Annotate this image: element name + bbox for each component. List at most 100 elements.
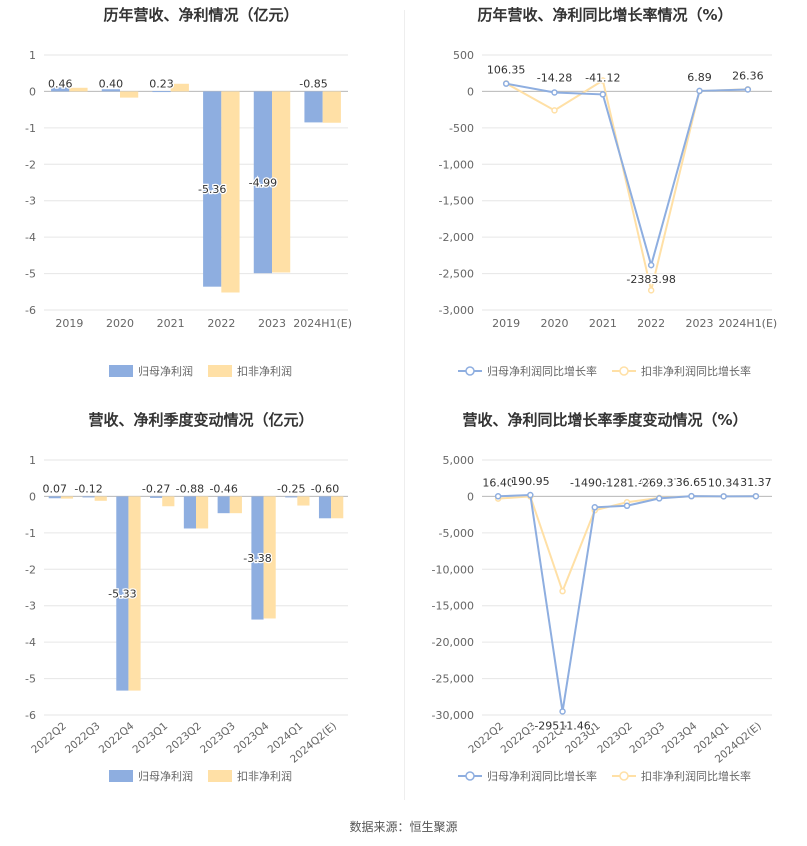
point-parent-growth [591, 504, 599, 511]
y-tick-label: -4 [25, 231, 36, 244]
y-tick-label: -1,000 [439, 158, 474, 171]
legend-label: 归母净利润 [138, 769, 193, 783]
data-label: 36.65 [676, 476, 708, 489]
legend-label: 扣非净利润 [237, 364, 292, 378]
x-tick-label: 2020 [106, 317, 134, 330]
y-tick-label: -3 [25, 600, 36, 613]
data-label: -0.85 [299, 77, 327, 90]
bar-parent-net-profit [150, 496, 163, 498]
y-tick-label: 0 [467, 490, 474, 503]
point-parent-growth [752, 492, 760, 500]
data-label: -1281.42 [602, 476, 651, 489]
bar-deducted-net-profit [272, 91, 291, 273]
y-tick-label: -2,500 [439, 268, 474, 281]
x-tick-label: 2023Q2 [164, 720, 204, 756]
chart-annual-growth-svg: 历年营收、净利同比增长率情况（%） 500 0 -500 -1,000 -1,500 -2,… [439, 6, 778, 378]
data-label: 0.40 [99, 77, 124, 90]
y-tick-label: -20,000 [432, 636, 474, 649]
x-tick-label: 2023Q4 [232, 720, 272, 756]
y-tick-label: 0 [29, 85, 36, 98]
x-tick-label: 2023 [258, 317, 286, 330]
x-tick-label: 2023 [686, 317, 714, 330]
point-parent-growth [599, 91, 607, 98]
y-tick-label: -2 [25, 563, 36, 576]
legend-swatch [208, 770, 232, 782]
legend-swatch [109, 365, 133, 377]
y-tick-label: -5 [25, 673, 36, 686]
y-tick-label: -4 [25, 636, 36, 649]
bar-deducted-net-profit [94, 496, 107, 501]
x-tick-label: 2023Q3 [198, 720, 238, 756]
bar-parent-net-profit [116, 496, 129, 691]
legend-label: 归母净利润 [138, 364, 193, 378]
legend-label: 扣非净利润同比增长率 [641, 364, 751, 378]
legend-marker [619, 771, 629, 781]
y-tick-label: 500 [453, 49, 474, 62]
chart-title: 营收、净利同比增长率季度变动情况（%） [462, 411, 747, 429]
bar-parent-net-profit [48, 496, 61, 499]
data-label: -2383.98 [626, 273, 675, 286]
y-tick-label: -15,000 [432, 600, 474, 613]
x-tick-label: 2022Q2 [466, 720, 506, 756]
y-tick-label: -25,000 [432, 673, 474, 686]
point-parent-growth [551, 89, 558, 96]
point-parent-growth [647, 261, 655, 269]
y-tick-label: -2,000 [439, 231, 474, 244]
y-tick-label: -1 [25, 122, 36, 135]
legend-label: 扣非净利润同比增长率 [641, 769, 751, 783]
bar-parent-net-profit [318, 496, 332, 519]
data-label: -5.36 [198, 183, 226, 196]
bar-deducted-net-profit [229, 496, 242, 514]
y-tick-label: -2 [25, 158, 36, 171]
data-label: 106.35 [487, 64, 526, 77]
bar-deducted-net-profit [297, 496, 310, 506]
chart-quarterly-profit: 营收、净利季度变动情况（亿元） 1 0 -1 -2 -3 -4 -5 -6 2022Q2 2022Q… [0, 405, 403, 805]
panel-divider [404, 10, 405, 800]
x-tick-label: 2023Q1 [131, 720, 171, 756]
x-tick-label: 2024H1(E) [293, 317, 352, 330]
y-tick-label: 0 [467, 85, 474, 98]
data-label: -14.28 [537, 71, 572, 84]
legend-marker [465, 366, 475, 376]
y-tick-label: -1 [25, 527, 36, 540]
x-tick-label: 2023Q2 [595, 720, 635, 756]
line-deducted-growth [505, 78, 748, 291]
point-parent-growth [559, 708, 566, 715]
bar-deducted-net-profit [263, 496, 276, 619]
x-tick-label: 2019 [55, 317, 83, 330]
legend-swatch [109, 770, 133, 782]
data-label: -5.33 [108, 588, 136, 601]
bar-deducted-net-profit [162, 496, 175, 507]
bar-parent-net-profit [152, 91, 171, 93]
x-tick-label: 2020 [541, 317, 569, 330]
data-label: 10.34 [708, 476, 740, 489]
data-label: 0.46 [48, 77, 73, 90]
point-parent-growth [720, 493, 727, 500]
point-parent-growth [494, 493, 502, 500]
bar-deducted-net-profit [322, 91, 341, 123]
bar-parent-net-profit [285, 496, 298, 498]
chart-annual-profit: 历年营收、净利情况（亿元） 1 0 -1 -2 -3 -4 -5 -6 2019 2020 2021 2… [0, 0, 403, 400]
y-tick-label: 0 [29, 490, 36, 503]
point-deducted-growth [647, 287, 655, 294]
x-tick-label: 2022Q4 [97, 720, 137, 756]
bar-deducted-net-profit [128, 496, 141, 691]
point-parent-growth [502, 80, 510, 87]
data-label: 16.40 [482, 476, 513, 489]
y-tick-label: -3 [25, 195, 36, 208]
y-tick-label: -6 [25, 304, 36, 317]
data-label: -0.27 [142, 482, 170, 495]
x-tick-label: 2019 [492, 317, 520, 330]
chart-annual-growth: 历年营收、净利同比增长率情况（%） 500 0 -500 -1,000 -1,500 -2,… [404, 0, 807, 400]
y-tick-label: -6 [25, 709, 36, 722]
legend-label: 归母净利润同比增长率 [487, 364, 597, 378]
bar-parent-net-profit [183, 496, 196, 529]
data-label: -1490.52 [570, 476, 619, 489]
x-tick-label: 2021 [589, 317, 617, 330]
data-source-footer: 数据来源：恒生聚源 [349, 820, 458, 834]
bar-deducted-net-profit [196, 496, 209, 529]
point-parent-growth [696, 87, 703, 95]
bar-parent-net-profit [101, 89, 120, 92]
y-tick-label: 1 [29, 49, 36, 62]
y-tick-label: -5 [25, 268, 36, 281]
